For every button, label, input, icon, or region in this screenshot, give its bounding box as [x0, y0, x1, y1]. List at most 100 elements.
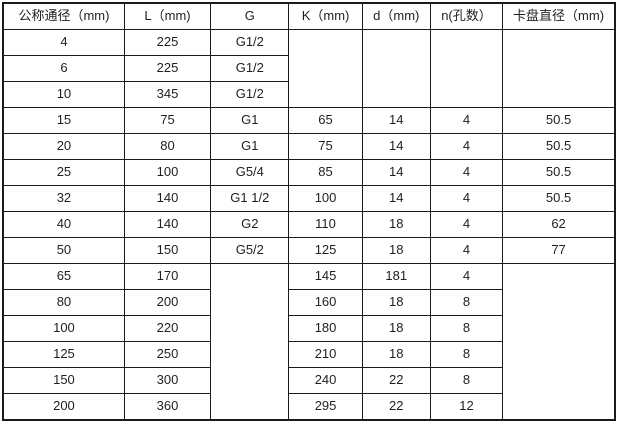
cell-d: 181 [361, 263, 431, 290]
cell-l: 225 [123, 29, 212, 56]
column-header-l: L（mm) [123, 2, 212, 30]
table-row: 65 170 145 181 4 [2, 263, 616, 421]
table-row: 32 140 G1 1/2 100 14 4 50.5 [2, 185, 616, 212]
cell-n: 4 [429, 133, 504, 160]
cell-dn: 100 [2, 315, 125, 342]
cell-d: 18 [361, 341, 431, 368]
table-row: 125 250 210 18 8 [2, 341, 615, 368]
table-row: 6 225 G1/2 [2, 55, 615, 82]
cell-chuck: 50.5 [502, 185, 616, 212]
cell-n: 8 [429, 289, 504, 316]
cell-d: 14 [361, 107, 431, 134]
cell-k: 110 [288, 211, 363, 238]
cell-d: 14 [361, 133, 431, 160]
column-header-d: d（mm) [361, 2, 431, 30]
cell-k: 125 [288, 237, 363, 264]
cell-l: 75 [123, 107, 212, 134]
dimension-spec-table: 公称通径（mm) L（mm) G K（mm) d（mm) n(孔数） 卡盘直径（… [2, 2, 616, 421]
cell-k: 210 [288, 341, 363, 368]
cell-g: G1 [210, 133, 290, 160]
cell-g: G5/2 [210, 237, 290, 264]
cell-k: 240 [288, 367, 363, 394]
table-row: 50 150 G5/2 125 18 4 77 [2, 237, 616, 264]
cell-l: 360 [123, 393, 212, 421]
cell-l: 345 [123, 81, 212, 108]
cell-l: 140 [123, 185, 212, 212]
cell-g: G1/2 [210, 55, 290, 82]
cell-dn: 125 [2, 341, 125, 368]
merged-empty-cell-k [288, 29, 363, 108]
cell-d: 18 [361, 315, 431, 342]
cell-dn: 4 [2, 29, 125, 56]
table-row: 40 140 G2 110 18 4 62 [2, 211, 616, 238]
cell-d: 18 [361, 237, 431, 264]
column-header-k: K（mm) [288, 2, 363, 30]
cell-n: 4 [429, 263, 504, 290]
cell-l: 300 [123, 367, 212, 394]
cell-k: 145 [288, 263, 363, 290]
cell-k: 65 [288, 107, 363, 134]
merged-empty-cell-g [210, 263, 290, 421]
cell-dn: 200 [2, 393, 125, 421]
cell-n: 4 [429, 185, 504, 212]
table-row: 20 80 G1 75 14 4 50.5 [2, 133, 616, 160]
cell-n: 4 [429, 237, 504, 264]
table-row: 15 75 G1 65 14 4 50.5 [2, 107, 616, 134]
cell-l: 150 [123, 237, 212, 264]
cell-dn: 50 [2, 237, 125, 264]
cell-dn: 80 [2, 289, 125, 316]
cell-chuck: 77 [502, 237, 616, 264]
cell-l: 170 [123, 263, 212, 290]
cell-n: 4 [429, 159, 504, 186]
cell-dn: 40 [2, 211, 125, 238]
header-row: 公称通径（mm) L（mm) G K（mm) d（mm) n(孔数） 卡盘直径（… [2, 2, 616, 30]
cell-d: 14 [361, 185, 431, 212]
cell-dn: 32 [2, 185, 125, 212]
cell-dn: 150 [2, 367, 125, 394]
cell-d: 22 [361, 367, 431, 394]
column-header-chuck-diameter: 卡盘直径（mm) [502, 2, 616, 30]
cell-chuck: 50.5 [502, 107, 616, 134]
table-row: 80 200 160 18 8 [2, 289, 615, 316]
table-row: 25 100 G5/4 85 14 4 50.5 [2, 159, 616, 186]
cell-n: 4 [429, 107, 504, 134]
cell-d: 18 [361, 211, 431, 238]
cell-n: 8 [429, 341, 504, 368]
merged-empty-cell-n [429, 29, 504, 108]
cell-dn: 10 [2, 81, 125, 108]
table-row: 4 225 G1/2 [2, 29, 616, 108]
cell-g: G1 [210, 107, 290, 134]
cell-g: G1 1/2 [210, 185, 290, 212]
column-header-g: G [210, 2, 290, 30]
cell-dn: 15 [2, 107, 125, 134]
cell-l: 220 [123, 315, 212, 342]
table-row: 200 360 295 22 12 [2, 393, 615, 421]
cell-n: 8 [429, 315, 504, 342]
merged-empty-cell-chuck [502, 29, 616, 108]
cell-k: 75 [288, 133, 363, 160]
cell-k: 85 [288, 159, 363, 186]
cell-g: G5/4 [210, 159, 290, 186]
cell-g: G1/2 [210, 29, 290, 56]
cell-dn: 65 [2, 263, 125, 290]
cell-chuck: 50.5 [502, 133, 616, 160]
cell-l: 140 [123, 211, 212, 238]
cell-l: 225 [123, 55, 212, 82]
cell-chuck: 62 [502, 211, 616, 238]
column-header-nominal-diameter: 公称通径（mm) [2, 2, 125, 30]
cell-d: 18 [361, 289, 431, 316]
cell-d: 14 [361, 159, 431, 186]
merged-empty-cell-d [361, 29, 431, 108]
column-header-hole-count: n(孔数） [429, 2, 504, 30]
cell-n: 8 [429, 367, 504, 394]
cell-n: 12 [429, 393, 504, 421]
cell-k: 180 [288, 315, 363, 342]
cell-dn: 6 [2, 55, 125, 82]
cell-k: 160 [288, 289, 363, 316]
cell-l: 80 [123, 133, 212, 160]
table-row: 150 300 240 22 8 [2, 367, 615, 394]
cell-l: 250 [123, 341, 212, 368]
cell-dn: 25 [2, 159, 125, 186]
cell-l: 200 [123, 289, 212, 316]
